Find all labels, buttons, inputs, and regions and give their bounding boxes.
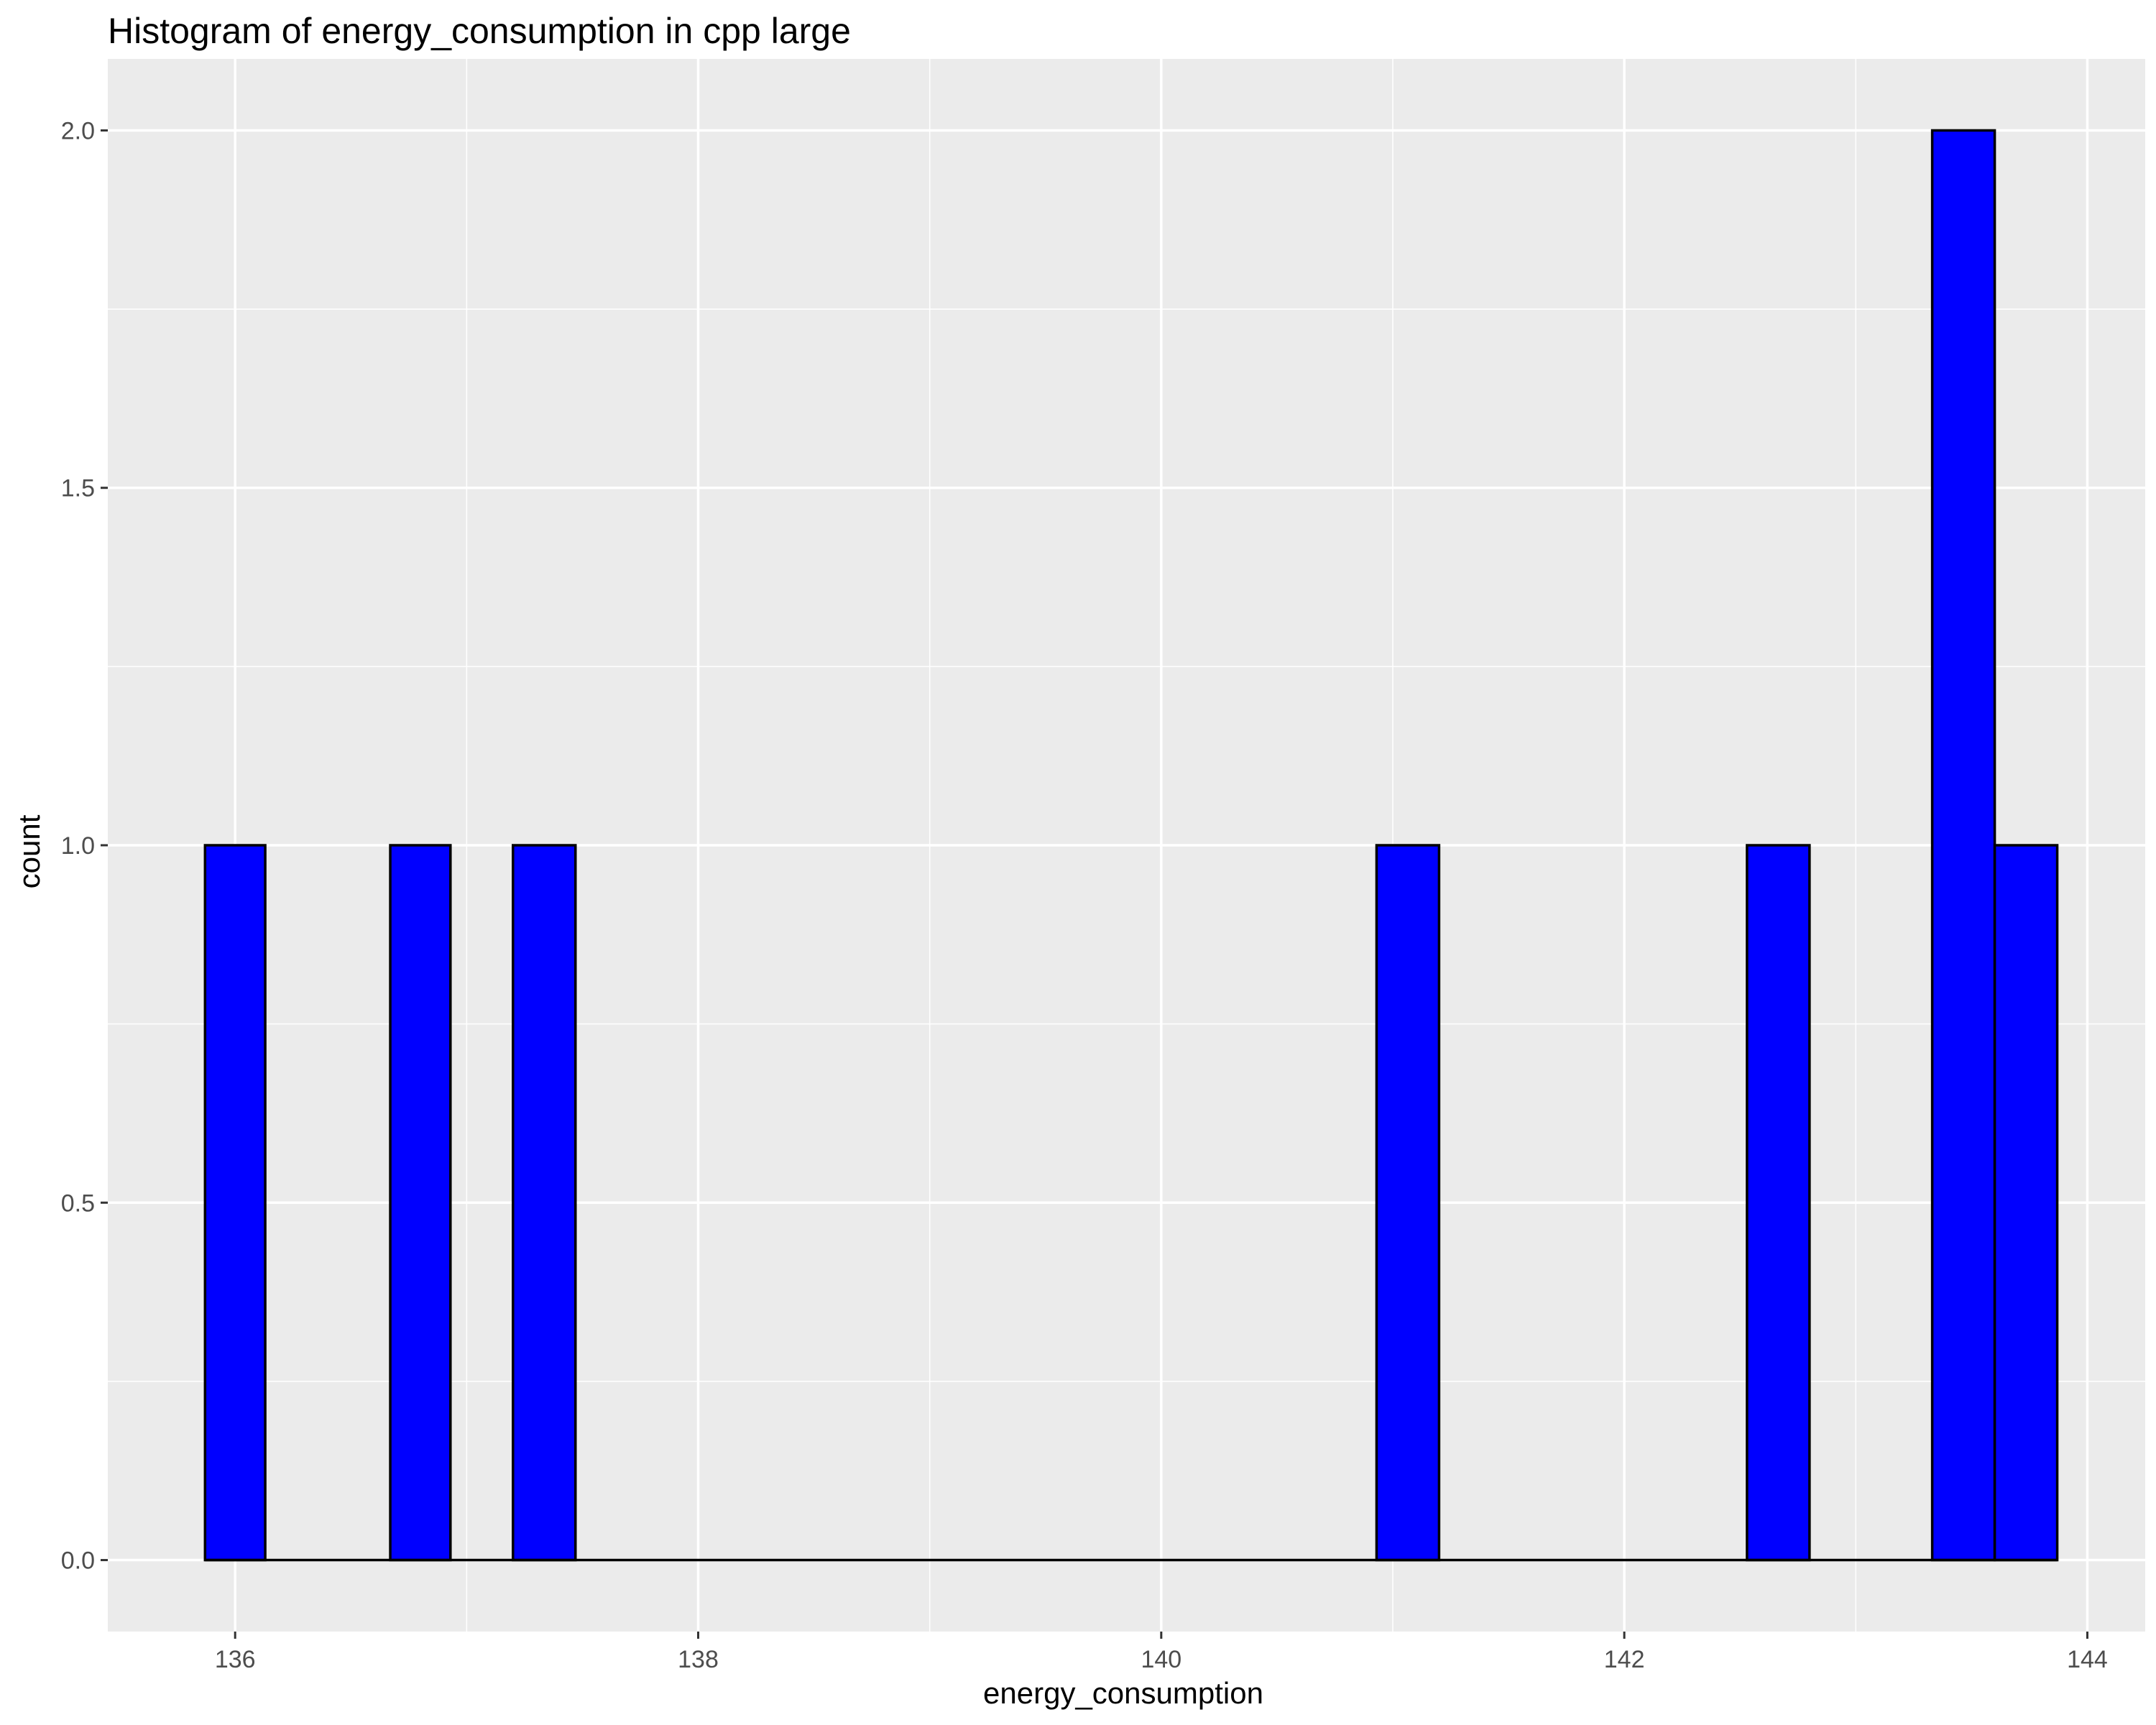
histogram-bar — [389, 844, 452, 1562]
histogram-bar — [203, 844, 267, 1562]
y-tick-label: 0.0 — [61, 1547, 95, 1575]
histogram-bar — [512, 844, 577, 1562]
histogram-bar — [1375, 844, 1441, 1562]
y-tick-label: 0.5 — [61, 1190, 95, 1217]
histogram-bar — [1993, 844, 2059, 1562]
y-tick-label: 1.5 — [61, 475, 95, 502]
y-tick-label: 1.0 — [61, 832, 95, 860]
histogram-bar — [1930, 129, 1996, 1562]
x-tick-label: 142 — [1604, 1646, 1645, 1673]
y-axis-title: count — [12, 814, 46, 888]
x-tick-label: 136 — [215, 1646, 256, 1673]
tick-labels: 136 138 140 142 144 0.0 0.5 1.0 1.5 2.0 — [61, 117, 2108, 1673]
x-tick-label: 138 — [678, 1646, 719, 1673]
x-tick-label: 144 — [2067, 1646, 2108, 1673]
chart-title: Histogram of energy_consumption in cpp l… — [108, 11, 851, 51]
x-axis-title: energy_consumption — [983, 1676, 1263, 1710]
histogram-bars — [203, 129, 2059, 1562]
histogram-bar — [1746, 844, 1811, 1562]
y-tick-label: 2.0 — [61, 117, 95, 144]
x-tick-label: 140 — [1141, 1646, 1181, 1673]
axis-ticks — [101, 129, 2088, 1639]
